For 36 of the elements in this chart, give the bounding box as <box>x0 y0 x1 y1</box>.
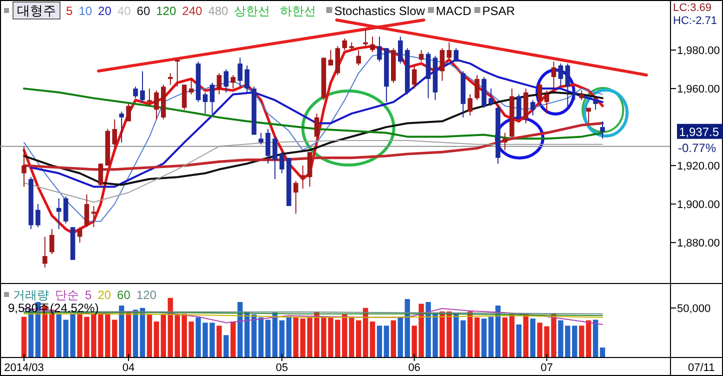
annotation: 40 <box>117 4 132 18</box>
x-tick-label: 07 <box>540 362 553 374</box>
x-tick-label: 04 <box>122 362 135 374</box>
text: LC:3.69 <box>673 2 712 14</box>
y-tick-label: 1,980.00 <box>677 45 720 58</box>
series-label: 20 <box>98 288 112 302</box>
text: 50,000 <box>677 303 711 315</box>
series-label: 5 <box>85 288 92 302</box>
text: 240 <box>182 4 203 18</box>
annotation: 단순 <box>55 288 79 302</box>
series-label: 60 <box>117 288 131 302</box>
chart-title: 대형주 <box>17 3 56 18</box>
text: 1,937.5 <box>679 124 720 139</box>
annotation: Stochastics Slow <box>334 4 426 18</box>
x-tick-label: 06 <box>408 362 420 374</box>
text: 480 <box>208 4 229 18</box>
text: -0.77% <box>678 140 716 155</box>
text: 120 <box>156 4 176 18</box>
text: 20 <box>98 4 112 18</box>
text: 5 <box>66 4 73 18</box>
annotation: 하한선 <box>280 4 316 18</box>
x-tick-label: 2014/03 <box>4 362 44 374</box>
y-tick-label: 1,960.00 <box>677 84 720 96</box>
annotation: PSAR <box>482 4 516 18</box>
series-label: 120 <box>136 288 157 302</box>
annotation: 상한선 <box>234 4 270 18</box>
text: 07/11 <box>688 362 715 374</box>
y-tick-label: 1,880.00 <box>677 238 720 250</box>
text: 60 <box>136 4 150 18</box>
annotation: MACD <box>436 4 472 18</box>
x-tick-label: 05 <box>276 362 288 374</box>
series-label: 거래량 <box>13 288 49 302</box>
text: HC:-2.71 <box>673 15 718 27</box>
y-tick-label: 1,900.00 <box>677 199 720 212</box>
text: 10 <box>78 4 92 18</box>
y-tick-label: 1,920.00 <box>677 160 720 173</box>
